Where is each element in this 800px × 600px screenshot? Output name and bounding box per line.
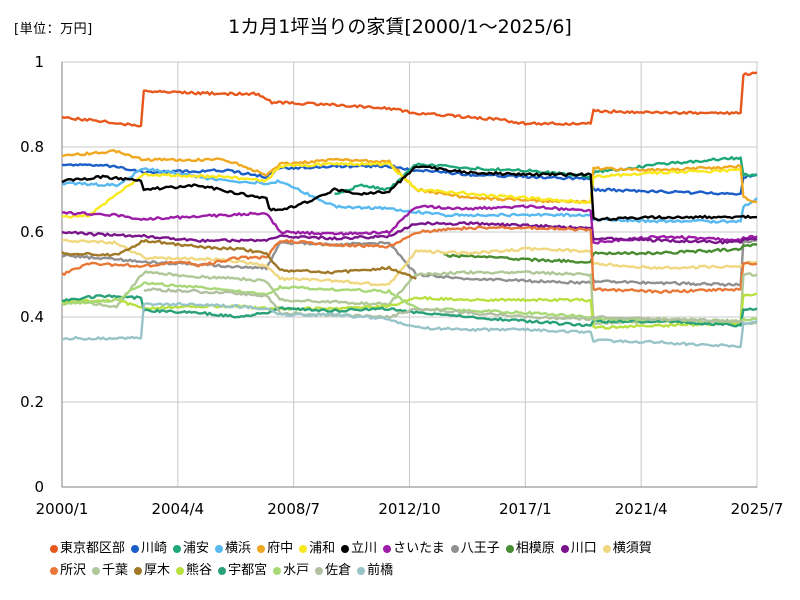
legend-label: 横須賀 xyxy=(612,541,652,556)
legend-item: 相模原 xyxy=(505,538,555,560)
legend-item: 川口 xyxy=(560,538,597,560)
series-line xyxy=(61,238,758,287)
legend-label: 川口 xyxy=(570,541,597,556)
legend-item: 前橋 xyxy=(357,560,393,582)
x-tick-label: 2008/7 xyxy=(267,500,320,518)
series-line xyxy=(334,155,758,195)
y-tick-label: 0.4 xyxy=(20,308,44,326)
legend-marker xyxy=(383,545,392,553)
legend-label: 熊谷 xyxy=(186,563,213,578)
y-tick-label: 0.8 xyxy=(20,138,44,156)
series-line xyxy=(143,287,758,325)
legend-marker xyxy=(315,567,324,575)
legend-item: さいたま xyxy=(383,538,445,560)
legend-item: 宇都宮 xyxy=(218,560,267,582)
legend-marker xyxy=(50,545,58,553)
legend-item: 千葉 xyxy=(92,560,128,582)
x-tick-label: 2000/1 xyxy=(36,500,89,518)
legend-label: さいたま xyxy=(393,541,445,556)
legend-marker xyxy=(560,545,569,553)
series-line xyxy=(61,238,417,280)
series-line xyxy=(61,71,758,128)
series-line xyxy=(61,165,758,222)
series-line xyxy=(61,161,742,219)
legend-label: 水戸 xyxy=(283,563,310,578)
legend-item: 浦和 xyxy=(299,538,335,560)
legend-marker xyxy=(131,545,140,553)
legend-item: 水戸 xyxy=(273,560,309,582)
legend-label: 浦和 xyxy=(309,541,336,556)
legend-item: 所沢 xyxy=(50,560,86,582)
legend-label: 千葉 xyxy=(102,563,129,578)
chart-title: 1カ月1坪当りの家賃[2000/1～2025/6] xyxy=(228,16,572,38)
legend-marker xyxy=(257,545,266,553)
y-tick-label: 0.2 xyxy=(20,393,44,411)
legend-marker xyxy=(134,567,143,575)
legend-row: 東京都区部 川崎 浦安 横浜 府中 浦和 立川 さいたま 八王子 相模原 川口 横須賀 xyxy=(50,538,790,560)
y-tick-label: 0 xyxy=(34,478,44,496)
legend-label: 浦安 xyxy=(183,541,210,556)
legend-marker xyxy=(176,567,185,575)
legend-item: 府中 xyxy=(257,538,293,560)
legend-label: 厚木 xyxy=(144,563,171,578)
x-tick-label: 2004/4 xyxy=(151,500,204,518)
series-line xyxy=(61,204,758,245)
legend-item: 熊谷 xyxy=(176,560,212,582)
legend-label: 立川 xyxy=(351,541,378,556)
legend-marker xyxy=(602,545,611,553)
legend-row: 所沢 千葉 厚木 熊谷 宇都宮 水戸 佐倉 前橋 xyxy=(50,560,790,582)
legend-item: 立川 xyxy=(341,538,377,560)
legend-label: 横浜 xyxy=(225,541,252,556)
legend-item: 八王子 xyxy=(450,538,500,560)
legend-item: 横須賀 xyxy=(602,538,652,560)
legend-marker xyxy=(341,545,350,553)
x-tick-label: 2021/4 xyxy=(615,500,668,518)
legend-label: 宇都宮 xyxy=(228,563,268,578)
legend-label: 八王子 xyxy=(460,541,500,556)
legend-item: 厚木 xyxy=(134,560,170,582)
legend-item: 東京都区部 xyxy=(50,538,125,560)
legend-item: 川崎 xyxy=(131,538,167,560)
legend-marker xyxy=(505,545,514,553)
legend-label: 佐倉 xyxy=(325,563,352,578)
series-line xyxy=(61,225,758,294)
legend-label: 所沢 xyxy=(60,563,87,578)
legend-marker xyxy=(273,567,282,575)
legend-item: 横浜 xyxy=(215,538,251,560)
legend-label: 東京都区部 xyxy=(60,541,126,556)
x-tick-label: 2025/7 xyxy=(731,500,784,518)
legend-label: 川崎 xyxy=(141,541,168,556)
legend-marker xyxy=(299,545,308,553)
unit-label: [単位：万円] xyxy=(14,22,93,37)
legend-marker xyxy=(92,567,101,575)
legend: 東京都区部 川崎 浦安 横浜 府中 浦和 立川 さいたま 八王子 相模原 川口 横須賀 所沢 千葉 厚木 熊谷… xyxy=(50,538,790,582)
series-line xyxy=(61,221,758,245)
legend-label: 前橋 xyxy=(367,563,394,578)
y-tick-label: 1 xyxy=(34,53,44,71)
legend-marker xyxy=(50,567,58,575)
legend-item: 佐倉 xyxy=(315,560,351,582)
legend-item: 浦安 xyxy=(173,538,209,560)
legend-marker xyxy=(357,567,366,575)
y-tick-label: 0.6 xyxy=(20,223,44,241)
series-line xyxy=(61,292,758,330)
legend-marker xyxy=(173,545,182,553)
series-line xyxy=(61,302,758,349)
legend-marker xyxy=(215,545,224,553)
x-tick-label: 2012/10 xyxy=(378,500,440,518)
legend-label: 府中 xyxy=(267,541,294,556)
series-line xyxy=(443,243,758,264)
x-tick-label: 2017/1 xyxy=(499,500,552,518)
legend-marker xyxy=(450,545,459,553)
legend-label: 相模原 xyxy=(515,541,555,556)
legend-marker xyxy=(218,567,227,575)
